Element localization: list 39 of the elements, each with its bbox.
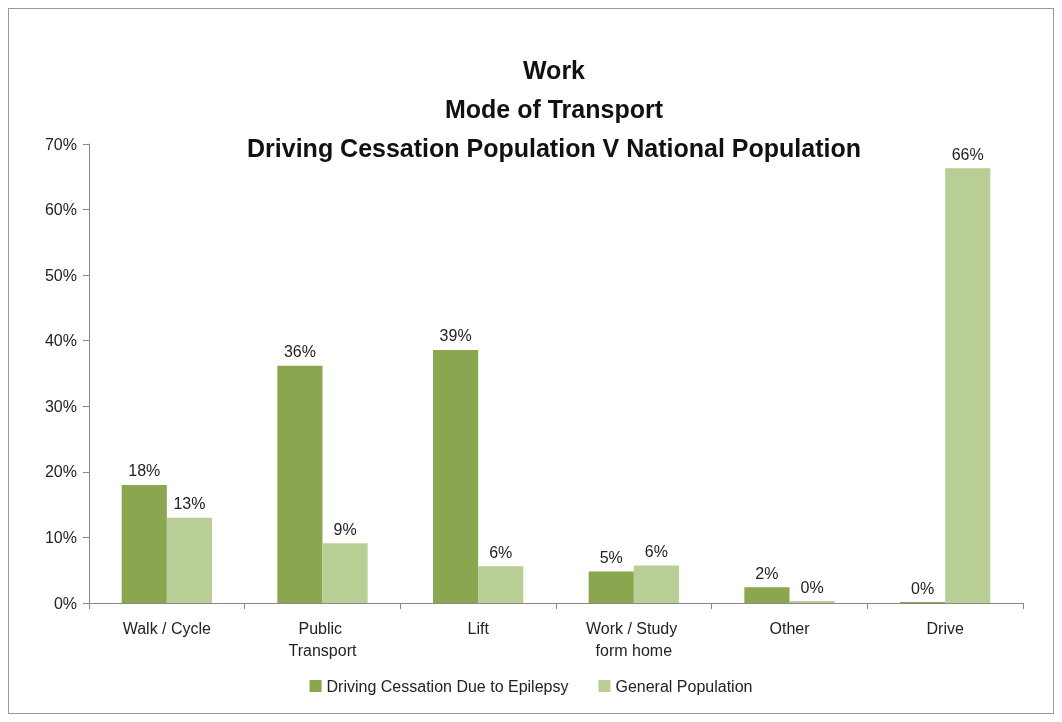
x-tick-label: Walk / Cycle bbox=[122, 619, 212, 637]
y-tick-label: 40% bbox=[44, 332, 77, 350]
data-label: 13% bbox=[173, 495, 206, 513]
bar bbox=[945, 168, 991, 603]
legend-label: General Population bbox=[615, 677, 753, 695]
x-tick-label: Lift bbox=[467, 619, 490, 637]
bar bbox=[588, 571, 634, 603]
x-tick-label: Public Transport bbox=[288, 619, 357, 659]
x-tick-label: Other bbox=[769, 619, 811, 637]
bar bbox=[433, 349, 479, 603]
data-label: 9% bbox=[333, 520, 357, 538]
data-label: 36% bbox=[283, 343, 316, 361]
bar bbox=[166, 517, 212, 603]
y-tick-label: 70% bbox=[44, 135, 77, 153]
data-label: 39% bbox=[439, 327, 472, 345]
data-label: 18% bbox=[128, 462, 161, 480]
y-tick-label: 50% bbox=[44, 266, 77, 284]
data-label: 5% bbox=[599, 549, 623, 567]
data-label: 6% bbox=[644, 543, 668, 561]
y-tick-label: 10% bbox=[44, 528, 77, 546]
y-tick-label: 0% bbox=[53, 594, 77, 612]
chart-title: Work Mode of Transport Driving Cessation Population V National Population bbox=[247, 55, 861, 162]
bar bbox=[744, 587, 790, 603]
bar bbox=[633, 565, 679, 603]
bar bbox=[478, 566, 524, 603]
bar bbox=[277, 365, 323, 603]
legend-label: Driving Cessation Due to Epilepsy bbox=[326, 677, 569, 695]
data-label: 66% bbox=[951, 145, 984, 163]
y-tick-label: 30% bbox=[44, 397, 77, 415]
x-tick-label: Drive bbox=[926, 619, 964, 637]
data-label: 6% bbox=[489, 543, 513, 561]
data-label: 2% bbox=[755, 564, 779, 582]
y-tick-label: 60% bbox=[44, 201, 77, 219]
bar bbox=[322, 543, 368, 603]
bar bbox=[121, 484, 167, 603]
data-label: 0% bbox=[911, 579, 935, 597]
data-label: 0% bbox=[800, 578, 824, 596]
x-tick-label: Work / Study form home bbox=[585, 619, 682, 659]
y-tick-label: 20% bbox=[44, 463, 77, 481]
